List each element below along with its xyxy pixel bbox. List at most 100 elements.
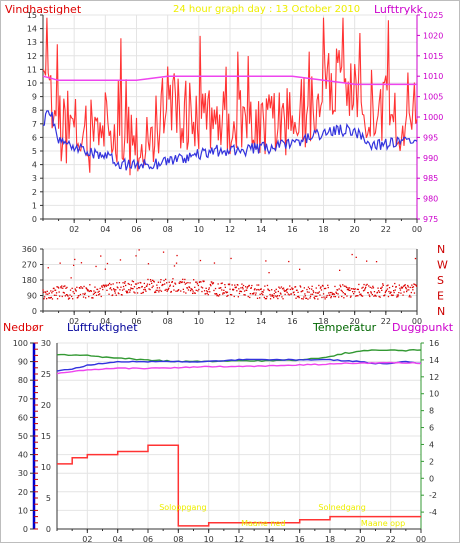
wind-direction-point [227,294,229,297]
wind-direction-point [206,290,208,292]
wind-direction-point [401,287,403,289]
wind-direction-point [75,290,77,292]
top-x-tick-label: 20 [350,225,360,234]
wind-direction-point [398,292,400,294]
wind-direction-point [168,287,170,289]
wind-direction-point [301,298,303,300]
wind-direction-point [403,291,405,293]
humidity-tick-label: 60 [18,413,28,422]
mid-x-tick-label: 22 [381,317,391,326]
wind-direction-point [221,282,223,284]
wind-direction-point [187,289,190,291]
wind-direction-point [331,293,333,295]
wind-direction-point [159,289,161,291]
wind-direction-point [316,292,318,294]
wind-direction-point [144,289,146,291]
wind-direction-point [133,291,135,293]
wind-direction-point [100,295,102,298]
wind-direction-point [250,287,252,289]
wind-direction-point [285,290,287,292]
wind-direction-point [129,289,131,291]
wind-direction-point [283,289,285,291]
wind-direction-point [143,282,145,285]
wind-direction-point [262,291,264,293]
top-x-tick-label: 12 [225,225,235,234]
wind-direction-point [257,288,259,291]
wind-direction-point [251,284,253,287]
wind-direction-point [392,285,394,287]
wind-direction-point [371,293,373,296]
wind-direction-point [57,286,59,288]
top-x-tick-label: 00 [412,225,422,234]
humidity-tick-label: 90 [18,358,28,367]
humidity-tick-label: 20 [18,488,28,497]
wind-direction-point [46,290,48,292]
wind-direction-point [199,259,202,262]
top-right-tick-label: 980 [423,195,438,204]
sun-moon-annotation: Solnedgang [318,503,365,512]
wind-direction-point [59,262,61,264]
wind-direction-point [130,287,132,289]
wind-direction-point [199,281,201,283]
wind-direction-point [356,288,358,290]
wind-direction-point [269,298,272,300]
wind-direction-point [276,296,278,298]
wind-direction-point [323,287,326,290]
graph-title: 24 hour graph day : 13 October 2010 [173,4,360,15]
wind-direction-point [144,287,146,289]
wind-direction-point [54,289,57,291]
wind-direction-point [213,262,216,264]
wind-direction-point [74,288,76,290]
wind-direction-point [166,290,168,292]
wind-direction-point [132,288,134,290]
wind-direction-point [125,290,127,292]
wind-direction-point [249,293,251,295]
wind-direction-point [222,292,224,294]
wind-direction-point [254,288,256,290]
wind-direction-point [164,289,166,291]
wind-direction-point [45,293,47,295]
wind-direction-point [360,293,362,295]
wind-direction-point [92,297,94,299]
wind-direction-point [84,292,86,294]
wind-direction-point [368,294,370,296]
wind-speed-line [42,110,418,171]
wind-direction-point [160,290,163,292]
wind-direction-point [82,296,85,298]
wind-direction-point [278,286,280,288]
wind-direction-point [228,283,231,285]
sun-moon-annotation: Soloppgang [159,503,206,512]
wind-direction-point [197,284,199,287]
wind-direction-point [179,281,181,283]
wind-direction-point [300,286,302,288]
wind-direction-point [114,290,116,292]
wind-direction-point [342,284,344,286]
dewpoint-label: Duggpunkt [392,321,454,334]
wind-direction-point [276,295,278,297]
wind-direction-point [287,288,289,290]
wind-direction-point [113,289,115,291]
wind-direction-point [303,296,305,298]
wind-direction-point [101,285,103,287]
wind-direction-point [294,286,297,288]
wind-direction-point [261,291,263,293]
wind-direction-point [274,295,276,297]
wind-direction-point [358,283,360,286]
wind-direction-point [128,283,130,285]
wind-direction-point [355,256,357,258]
wind-direction-point [269,293,271,296]
wind-direction-point [224,286,226,288]
wind-direction-point [330,295,332,298]
wind-direction-point [129,291,131,293]
wind-direction-point [363,283,365,286]
wind-direction-point [62,287,64,289]
wind-direction-point [161,284,163,287]
wind-direction-point [109,287,112,289]
wind-direction-point [361,287,363,289]
temperature-tick-label: 0 [429,474,434,483]
wind-direction-point [140,282,142,284]
wind-direction-point [226,295,228,297]
wind-direction-point [333,293,336,295]
temperature-tick-label: 12 [429,373,439,382]
wind-direction-point [308,288,311,290]
